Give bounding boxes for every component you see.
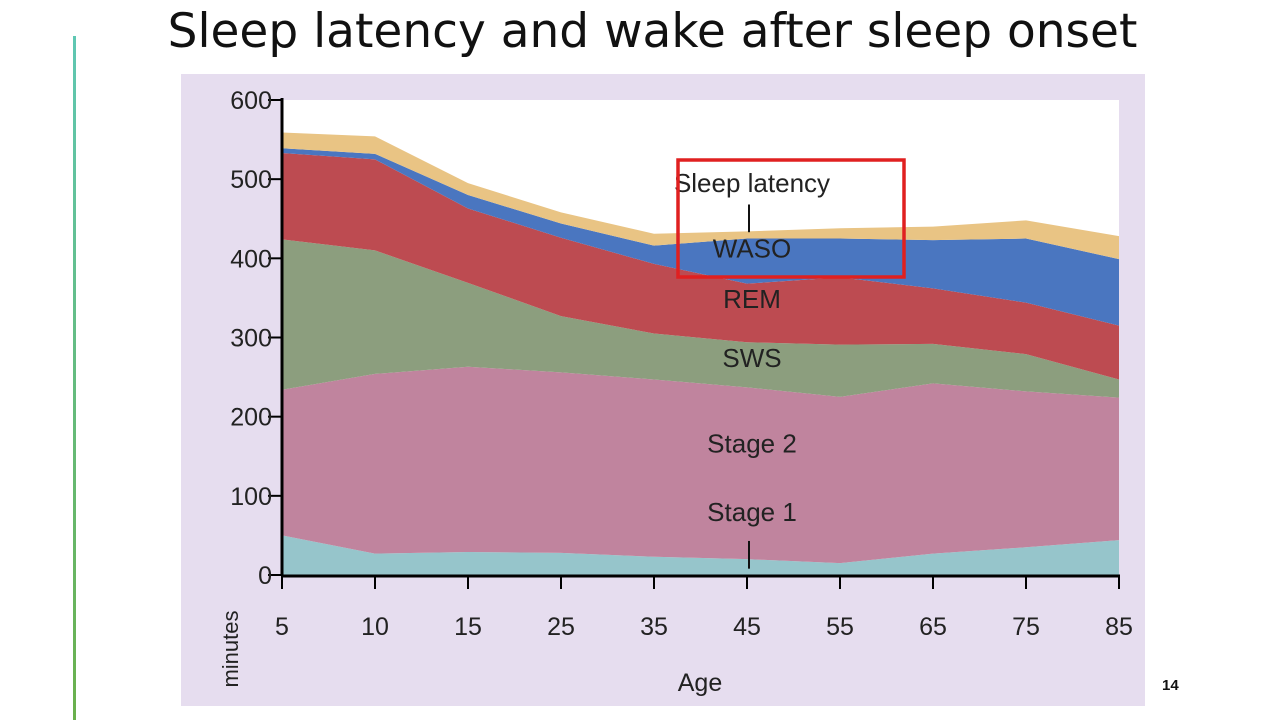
x-tick-label: 55 [826, 613, 854, 641]
x-tick-label: 35 [640, 613, 668, 641]
x-tick-label: 10 [361, 613, 389, 641]
x-tick-label: 65 [919, 613, 947, 641]
axes [268, 98, 1120, 589]
label-sws: SWS [722, 343, 781, 373]
label-rem: REM [723, 284, 781, 314]
area-stage-2 [282, 366, 1119, 564]
x-tick-label: 15 [454, 613, 482, 641]
page-number: 14 [1162, 677, 1179, 694]
area-stage-1 [282, 535, 1119, 575]
x-tick-label: 75 [1012, 613, 1040, 641]
x-axis-label: Age [678, 669, 722, 697]
slide-title: Sleep latency and wake after sleep onset [167, 4, 1138, 59]
y-tick-label: 100 [230, 483, 272, 511]
y-axis-label: minutes [218, 610, 243, 687]
label-waso: WASO [713, 234, 791, 264]
y-tick-label: 500 [230, 166, 272, 194]
y-tick-label: 300 [230, 325, 272, 353]
sleep-stage-area-chart: 0 100 200 300 400 500 600 5 10 15 25 35 45 55 65 75 85 S… [218, 87, 1133, 697]
y-tick-label: 600 [230, 87, 272, 115]
x-tick-label: 25 [547, 613, 575, 641]
y-tick-label: 200 [230, 404, 272, 432]
area-rem [282, 153, 1119, 380]
waso-highlight-box [676, 158, 906, 279]
area-layers [282, 132, 1119, 575]
area-waso [282, 148, 1119, 326]
label-stage-2: Stage 2 [707, 428, 797, 458]
area-sleep-latency [282, 132, 1119, 260]
chart-panel: 0 100 200 300 400 500 600 5 10 15 25 35 45 55 65 75 85 S… [181, 74, 1145, 706]
area-sws [282, 239, 1119, 398]
x-tick-label: 45 [733, 613, 761, 641]
x-tick-label: 5 [275, 613, 289, 641]
label-stage-1: Stage 1 [707, 497, 797, 527]
label-sleep-latency: Sleep latency [674, 168, 830, 198]
y-tick-label: 0 [258, 562, 272, 590]
accent-line [73, 36, 76, 720]
series-labels: Stage 1 Stage 2 SWS REM WASO Sleep latency [674, 168, 830, 569]
tick-labels: 0 100 200 300 400 500 600 5 10 15 25 35 45 55 65 75 85 [230, 87, 1133, 641]
y-tick-label: 400 [230, 245, 272, 273]
x-tick-label: 85 [1105, 613, 1133, 641]
